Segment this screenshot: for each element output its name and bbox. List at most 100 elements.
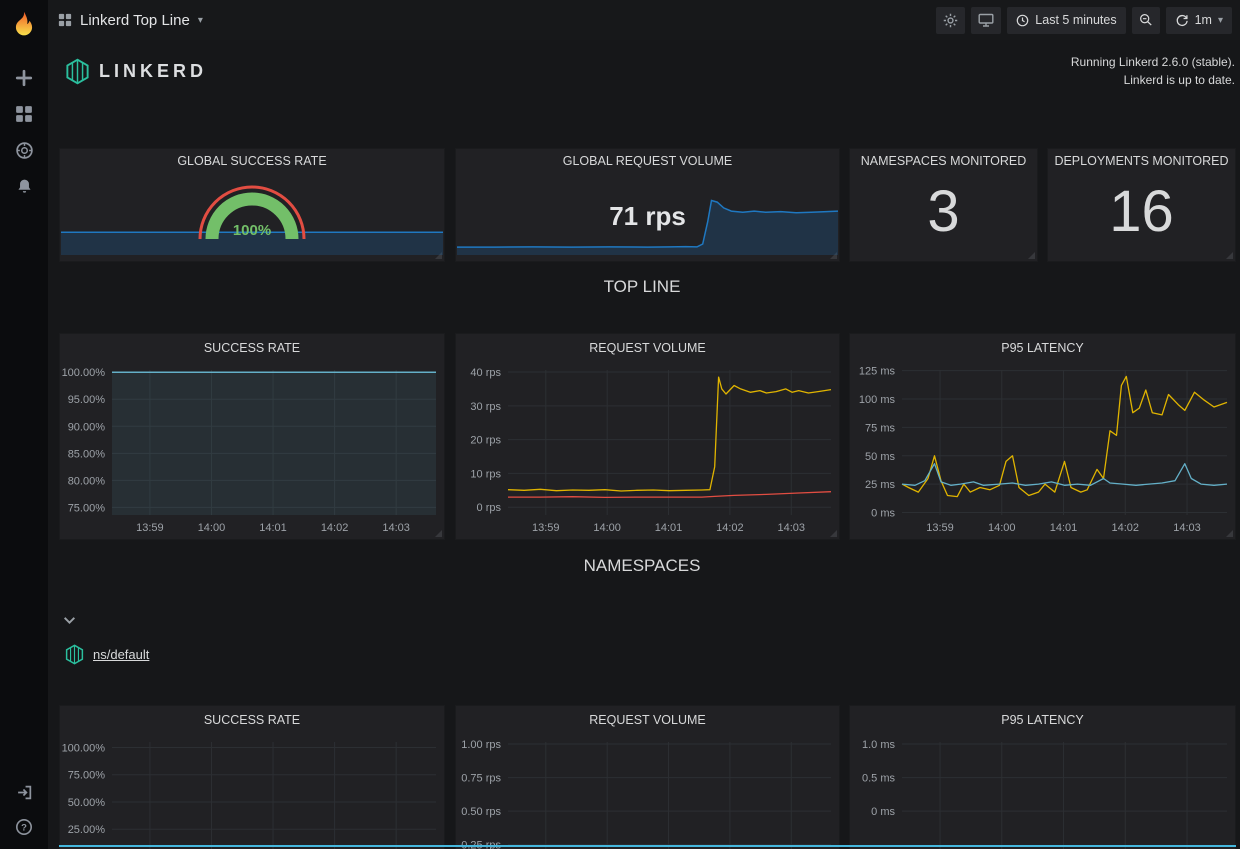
ns-p95-latency-chart[interactable]: 1.0 ms 0.5 ms 0 ms [850, 734, 1235, 849]
svg-text:0 ms: 0 ms [871, 806, 895, 818]
svg-text:0.50 rps: 0.50 rps [461, 806, 501, 818]
panel-success-rate: SUCCESS RATE 13:59 14:00 14:01 14:02 14:03 10… [59, 333, 445, 540]
caret-down-icon: ▾ [1217, 14, 1223, 26]
clock-icon [1016, 14, 1029, 26]
panel-title[interactable]: REQUEST VOLUME [589, 341, 706, 355]
refresh-icon [1176, 14, 1188, 27]
request-volume-sparkline [457, 199, 839, 260]
linkerd-brand: LINKERD [64, 58, 207, 85]
zoom-out-time-button[interactable] [1131, 6, 1160, 34]
p95-latency-chart[interactable]: 13:59 14:00 14:01 14:02 14:03 125 ms 100 ms 75 … [850, 362, 1235, 539]
panel-title[interactable]: P95 LATENCY [1001, 341, 1084, 355]
svg-text:14:00: 14:00 [593, 522, 621, 534]
svg-text:95.00%: 95.00% [68, 394, 106, 406]
svg-text:100%: 100% [233, 222, 271, 239]
svg-text:0.75 rps: 0.75 rps [461, 773, 501, 785]
sign-in-button[interactable] [7, 782, 41, 802]
svg-text:125 ms: 125 ms [859, 366, 896, 378]
plus-icon [15, 69, 33, 87]
request-volume-value: 71 rps [609, 201, 686, 231]
svg-text:1.00 rps: 1.00 rps [461, 739, 501, 751]
row-collapse-chevron[interactable] [62, 613, 78, 629]
cycle-view-mode-button[interactable] [971, 6, 1002, 34]
explore-button[interactable] [7, 140, 41, 160]
panel-p95-latency: P95 LATENCY 13:59 14:00 14:01 14:02 14:03 125… [849, 333, 1236, 540]
svg-text:80.00%: 80.00% [68, 475, 106, 487]
svg-text:100 ms: 100 ms [859, 394, 896, 406]
dashboards-grid-icon [16, 106, 32, 122]
namespaces-monitored-value: 3 [927, 179, 960, 244]
time-range-button[interactable]: Last 5 minutes [1007, 6, 1126, 34]
help-glyph: ? [21, 823, 27, 834]
panel-title[interactable]: NAMESPACES MONITORED [860, 154, 1027, 168]
svg-text:14:01: 14:01 [1050, 522, 1078, 534]
panel-title[interactable]: SUCCESS RATE [203, 713, 301, 727]
panel-global-success-rate: GLOBAL SUCCESS RATE 100% [59, 148, 445, 262]
svg-text:14:02: 14:02 [1112, 522, 1140, 534]
panel-title[interactable]: SUCCESS RATE [203, 341, 301, 355]
linkerd-logo-icon [65, 644, 84, 665]
svg-text:50.00%: 50.00% [68, 797, 106, 809]
svg-text:14:00: 14:00 [198, 522, 226, 534]
row-header-top-line: TOP LINE [603, 277, 681, 296]
dashboards-button[interactable] [7, 104, 41, 124]
help-icon: ? [16, 819, 32, 835]
explore-compass-icon [15, 141, 33, 159]
svg-text:0 rps: 0 rps [477, 502, 502, 514]
linkerd-status: Running Linkerd 2.6.0 (stable). Linkerd … [1071, 53, 1235, 89]
refresh-interval-label: 1m [1194, 13, 1212, 27]
panel-deployments-monitored: DEPLOYMENTS MONITORED 16 [1047, 148, 1236, 262]
panel-title[interactable]: REQUEST VOLUME [589, 713, 706, 727]
svg-text:13:59: 13:59 [136, 522, 164, 534]
svg-text:14:03: 14:03 [382, 522, 410, 534]
namespace-row: ns/default [64, 644, 149, 665]
namespace-link[interactable]: ns/default [93, 647, 150, 662]
svg-text:14:03: 14:03 [778, 522, 806, 534]
svg-text:0 ms: 0 ms [871, 508, 895, 520]
series-line-at-viewport-cut [59, 845, 1236, 847]
dashboard: LINKERD Running Linkerd 2.6.0 (stable). … [48, 40, 1240, 849]
panel-title[interactable]: GLOBAL SUCCESS RATE [177, 154, 327, 168]
grafana-logo[interactable] [7, 8, 41, 42]
svg-text:30 rps: 30 rps [470, 401, 501, 413]
help-button[interactable]: ? [7, 817, 41, 837]
monitor-icon [978, 13, 994, 27]
panel-title[interactable]: GLOBAL REQUEST VOLUME [562, 154, 733, 168]
alerting-button[interactable] [7, 176, 41, 196]
svg-text:14:01: 14:01 [259, 522, 287, 534]
svg-text:0.5 ms: 0.5 ms [862, 773, 896, 785]
panel-title[interactable]: P95 LATENCY [1001, 713, 1084, 727]
brand-text: LINKERD [99, 61, 207, 81]
panel-ns-request-volume: REQUEST VOLUME 1.00 rps 0.75 rps 0.50 rps 0… [455, 705, 840, 849]
dashboard-title-button[interactable]: Linkerd Top Line ▾ [58, 12, 203, 29]
svg-text:10 rps: 10 rps [470, 468, 501, 480]
svg-text:0.25 rps: 0.25 rps [461, 840, 501, 849]
svg-text:1.0 ms: 1.0 ms [862, 739, 896, 751]
dashboard-settings-button[interactable] [936, 6, 966, 34]
row-header-namespaces: NAMESPACES [583, 556, 701, 575]
svg-text:14:02: 14:02 [716, 522, 744, 534]
panel-request-volume: REQUEST VOLUME 13:59 14:00 14:01 14:02 14:03… [455, 333, 840, 540]
request-volume-chart[interactable]: 13:59 14:00 14:01 14:02 14:03 40 rps 30 rps 20 … [456, 362, 839, 539]
svg-text:25 ms: 25 ms [865, 479, 895, 491]
linkerd-logo-icon [66, 58, 89, 85]
success-rate-chart[interactable]: 13:59 14:00 14:01 14:02 14:03 100.00% 95.00% 90… [60, 362, 444, 539]
sign-in-icon [17, 785, 31, 799]
ns-request-volume-chart[interactable]: 1.00 rps 0.75 rps 0.50 rps 0.25 rps [456, 734, 839, 849]
topbar: Linkerd Top Line ▾ [48, 0, 1240, 40]
panel-ns-p95-latency: P95 LATENCY 1.0 ms 0.5 ms 0 ms [849, 705, 1236, 849]
svg-text:40 rps: 40 rps [470, 367, 501, 379]
panel-title[interactable]: DEPLOYMENTS MONITORED [1054, 154, 1229, 168]
sidebar-bottom: ? [7, 782, 41, 837]
svg-text:50 ms: 50 ms [865, 451, 895, 463]
sidebar-nav [7, 68, 41, 196]
dashboard-icon [58, 13, 72, 27]
ns-success-rate-chart[interactable]: 100.00% 75.00% 50.00% 25.00% [60, 734, 444, 849]
create-button[interactable] [7, 68, 41, 88]
caret-down-icon: ▾ [197, 14, 203, 26]
main-area: Linkerd Top Line ▾ [48, 0, 1240, 849]
zoom-out-icon [1139, 14, 1152, 26]
svg-text:100.00%: 100.00% [62, 742, 106, 754]
refresh-button[interactable]: 1m ▾ [1165, 6, 1232, 34]
